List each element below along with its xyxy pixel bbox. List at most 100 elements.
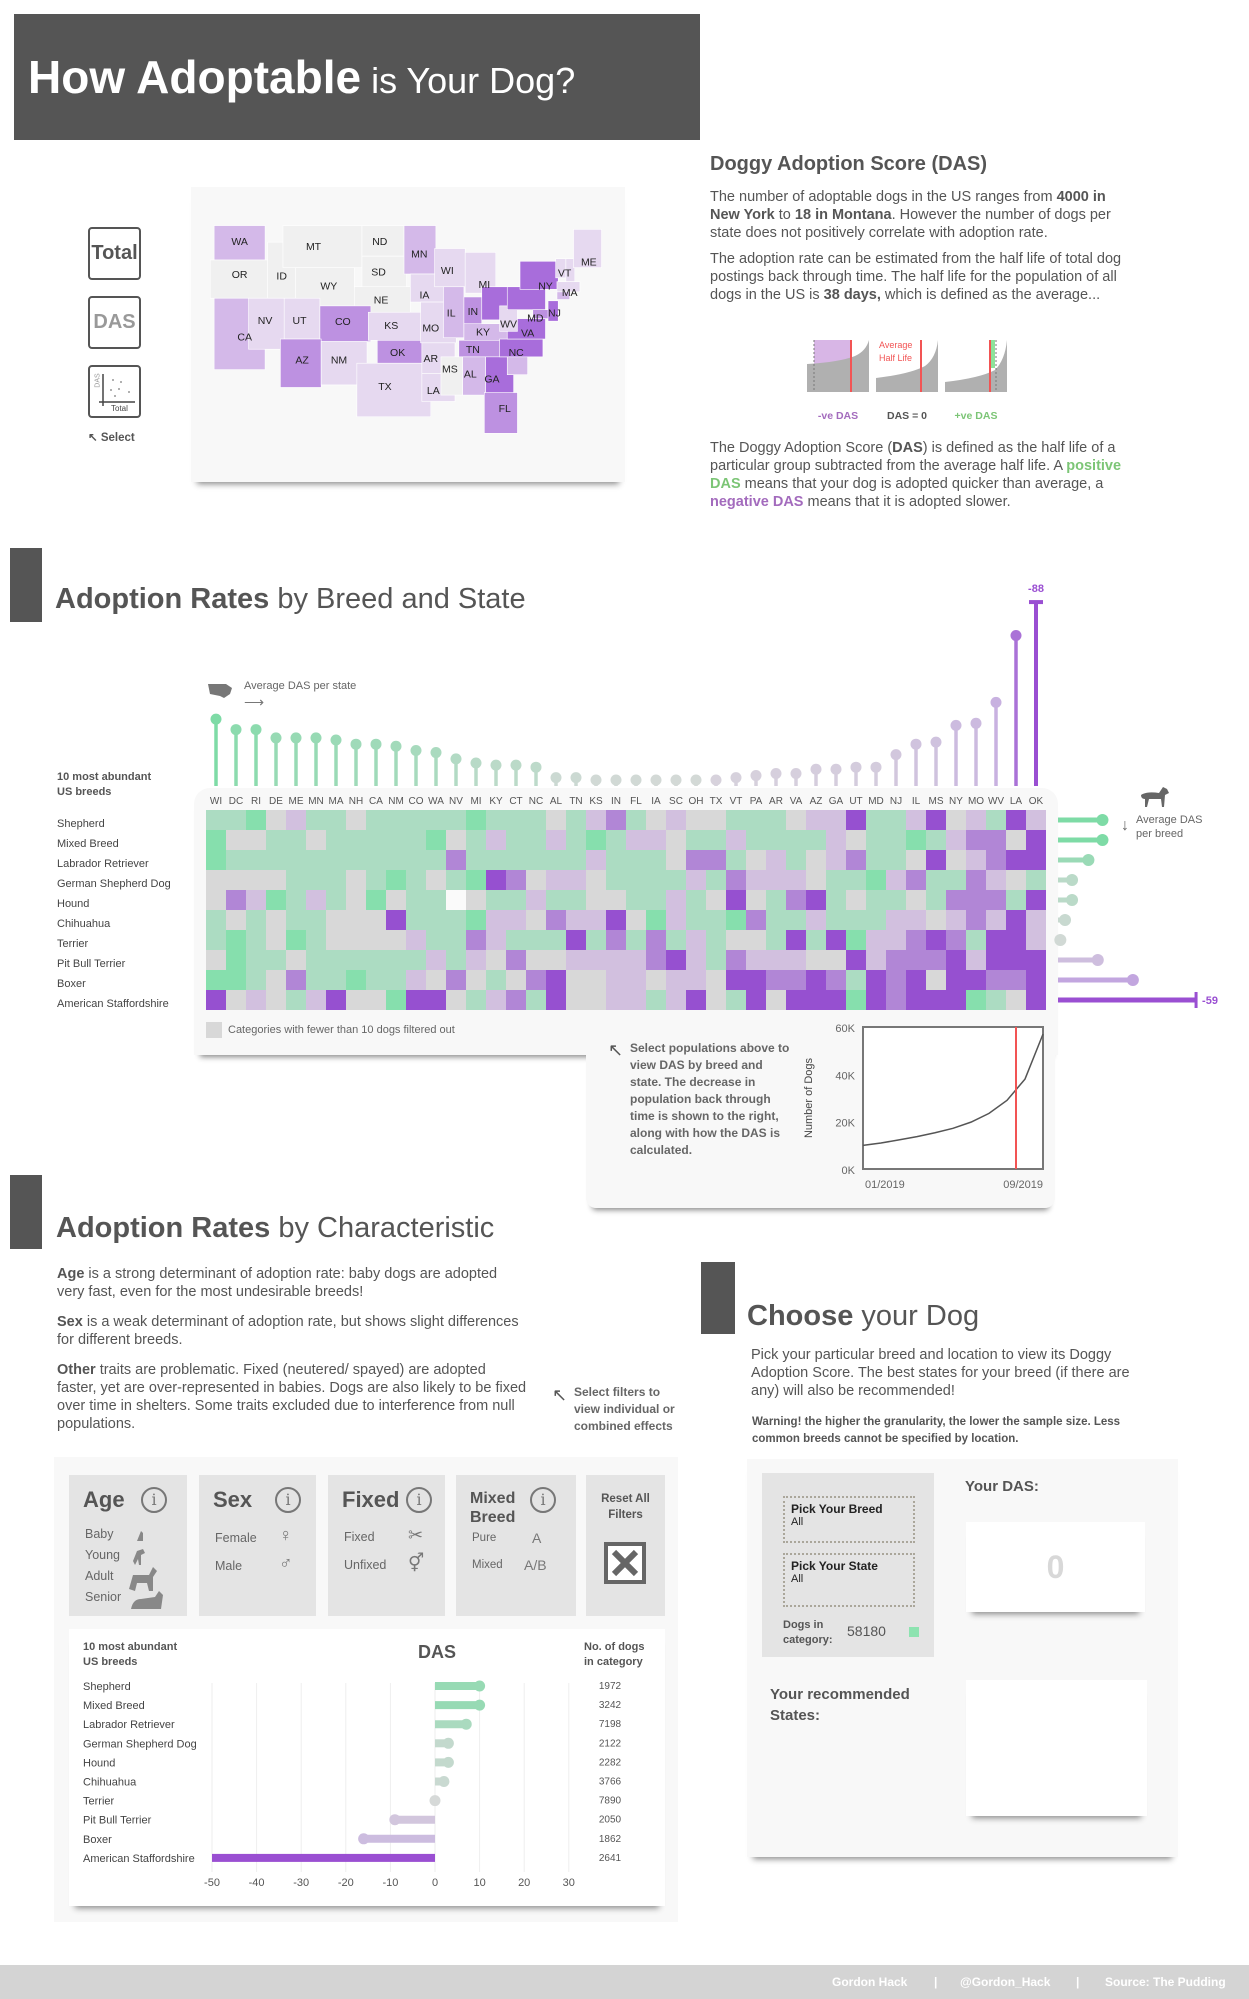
heatmap-cell[interactable] <box>646 830 666 850</box>
heatmap-cell[interactable] <box>686 950 706 970</box>
heatmap-cell[interactable] <box>586 890 606 910</box>
heatmap-cell[interactable] <box>546 870 566 890</box>
heatmap-cell[interactable] <box>986 930 1006 950</box>
heatmap-cell[interactable] <box>966 890 986 910</box>
heatmap-cell[interactable] <box>486 890 506 910</box>
heatmap-cell[interactable] <box>946 830 966 850</box>
heatmap-cell[interactable] <box>326 850 346 870</box>
heatmap-cell[interactable] <box>546 930 566 950</box>
heatmap-cell[interactable] <box>746 810 766 830</box>
heatmap-cell[interactable] <box>486 810 506 830</box>
heatmap-cell[interactable] <box>646 850 666 870</box>
sex-option-male[interactable]: Male <box>215 1559 243 1573</box>
heatmap-cell[interactable] <box>386 970 406 990</box>
heatmap-cell[interactable] <box>706 870 726 890</box>
heatmap-cell[interactable] <box>846 890 866 910</box>
heatmap-cell[interactable] <box>1006 990 1026 1010</box>
heatmap-cell[interactable] <box>526 930 546 950</box>
heatmap-cell[interactable] <box>346 910 366 930</box>
heatmap-cell[interactable] <box>766 870 786 890</box>
info-icon[interactable]: i <box>406 1487 432 1513</box>
state-nv[interactable] <box>248 297 285 350</box>
heatmap-cell[interactable] <box>246 970 266 990</box>
heatmap-cell[interactable] <box>1006 890 1026 910</box>
heatmap-cell[interactable] <box>346 870 366 890</box>
heatmap-cell[interactable] <box>266 870 286 890</box>
heatmap-cell[interactable] <box>446 970 466 990</box>
heatmap-cell[interactable] <box>286 890 306 910</box>
heatmap-cell[interactable] <box>906 890 926 910</box>
state-sd[interactable] <box>361 255 407 288</box>
heatmap-cell[interactable] <box>306 810 326 830</box>
heatmap-cell[interactable] <box>266 830 286 850</box>
heatmap-cell[interactable] <box>506 910 526 930</box>
heatmap-cell[interactable] <box>866 810 886 830</box>
heatmap-cell[interactable] <box>246 830 266 850</box>
heatmap-cell[interactable] <box>866 930 886 950</box>
heatmap-cell[interactable] <box>846 910 866 930</box>
age-option-young[interactable]: Young <box>85 1548 120 1562</box>
heatmap-cell[interactable] <box>366 990 386 1010</box>
heatmap-cell[interactable] <box>986 910 1006 930</box>
heatmap-cell[interactable] <box>726 930 746 950</box>
heatmap-cell[interactable] <box>486 990 506 1010</box>
heatmap-cell[interactable] <box>546 910 566 930</box>
heatmap-cell[interactable] <box>706 950 726 970</box>
heatmap-cell[interactable] <box>506 810 526 830</box>
heatmap-cell[interactable] <box>706 830 726 850</box>
heatmap-cell[interactable] <box>566 890 586 910</box>
heatmap-cell[interactable] <box>786 990 806 1010</box>
heatmap-cell[interactable] <box>446 810 466 830</box>
breed-picker[interactable]: Pick Your Breed All <box>783 1496 915 1543</box>
heatmap-cell[interactable] <box>466 970 486 990</box>
heatmap-cell[interactable] <box>1026 910 1046 930</box>
heatmap-cell[interactable] <box>826 870 846 890</box>
heatmap-cell[interactable] <box>986 830 1006 850</box>
state-ny[interactable] <box>519 260 559 290</box>
heatmap-cell[interactable] <box>766 810 786 830</box>
heatmap-cell[interactable] <box>886 970 906 990</box>
heatmap-cell[interactable] <box>406 970 426 990</box>
heatmap-cell[interactable] <box>926 910 946 930</box>
heatmap-cell[interactable] <box>926 890 946 910</box>
heatmap-cell[interactable] <box>686 810 706 830</box>
heatmap-cell[interactable] <box>266 850 286 870</box>
heatmap-cell[interactable] <box>846 870 866 890</box>
heatmap-cell[interactable] <box>566 810 586 830</box>
heatmap-cell[interactable] <box>466 930 486 950</box>
heatmap-cell[interactable] <box>986 990 1006 1010</box>
heatmap-cell[interactable] <box>926 950 946 970</box>
heatmap-cell[interactable] <box>1006 870 1026 890</box>
heatmap-cell[interactable] <box>526 890 546 910</box>
heatmap-cell[interactable] <box>906 910 926 930</box>
heatmap-cell[interactable] <box>706 910 726 930</box>
heatmap-cell[interactable] <box>306 890 326 910</box>
heatmap-cell[interactable] <box>646 950 666 970</box>
heatmap-cell[interactable] <box>986 950 1006 970</box>
heatmap-cell[interactable] <box>206 830 226 850</box>
heatmap-cell[interactable] <box>826 890 846 910</box>
heatmap-cell[interactable] <box>646 870 666 890</box>
heatmap-cell[interactable] <box>1006 830 1026 850</box>
heatmap-cell[interactable] <box>366 910 386 930</box>
heatmap-cell[interactable] <box>526 810 546 830</box>
heatmap-cell[interactable] <box>546 810 566 830</box>
heatmap-cell[interactable] <box>466 810 486 830</box>
heatmap-cell[interactable] <box>286 910 306 930</box>
heatmap-cell[interactable] <box>266 910 286 930</box>
heatmap-cell[interactable] <box>846 990 866 1010</box>
heatmap-cell[interactable] <box>326 910 346 930</box>
heatmap-cell[interactable] <box>206 850 226 870</box>
heatmap-cell[interactable] <box>326 990 346 1010</box>
state-or[interactable] <box>209 259 272 299</box>
heatmap-cell[interactable] <box>906 930 926 950</box>
heatmap-cell[interactable] <box>826 970 846 990</box>
heatmap-cell[interactable] <box>286 810 306 830</box>
heatmap-cell[interactable] <box>726 830 746 850</box>
heatmap-cell[interactable] <box>666 990 686 1010</box>
heatmap-cell[interactable] <box>806 830 826 850</box>
heatmap-cell[interactable] <box>806 850 826 870</box>
heatmap-cell[interactable] <box>586 830 606 850</box>
heatmap-cell[interactable] <box>946 950 966 970</box>
heatmap-cell[interactable] <box>826 850 846 870</box>
